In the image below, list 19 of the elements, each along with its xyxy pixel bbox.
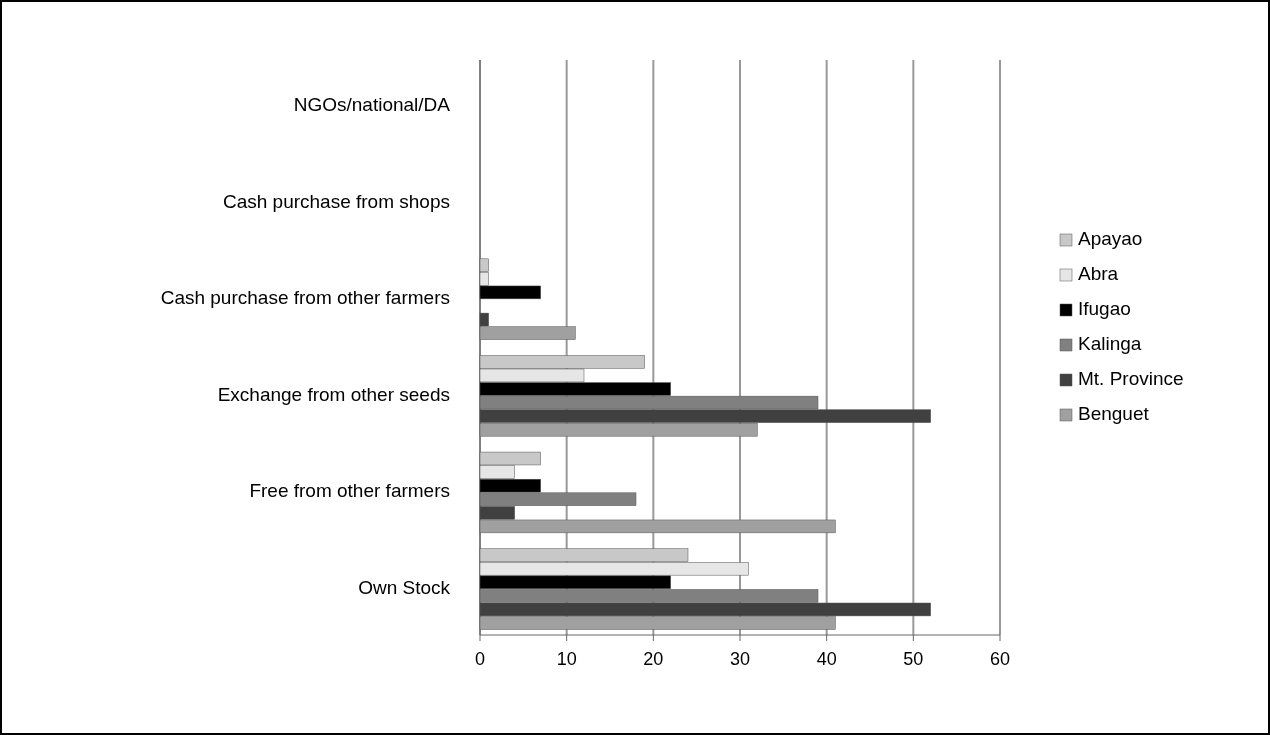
y-tick-label: Cash purchase from shops [222, 190, 450, 212]
x-tick-label: 60 [989, 649, 1011, 669]
x-tick-label: 20 [643, 649, 664, 669]
x-tick-label: 10 [556, 649, 577, 669]
legend-label: Apayao [1078, 228, 1143, 250]
legend-label: Abra [1078, 263, 1119, 285]
x-tick-label: 40 [816, 649, 837, 669]
y-tick-label: Free from other farmers [249, 480, 450, 502]
legend-label: Kalinga [1078, 333, 1142, 355]
x-tick-label: 30 [729, 649, 751, 669]
y-tick-label: NGOs/national/DA [293, 93, 451, 115]
y-tick-label: Own Stock [358, 577, 451, 599]
y-tick-label: Exchange from other seeds [217, 383, 450, 405]
legend-label: Ifugao [1078, 298, 1131, 320]
x-tick-label: 50 [903, 649, 924, 669]
legend-label: Benguet [1078, 403, 1150, 425]
legend-label: Mt. Province [1078, 368, 1184, 390]
y-tick-label: Cash purchase from other farmers [160, 287, 450, 309]
x-tick-label: 0 [474, 649, 486, 669]
